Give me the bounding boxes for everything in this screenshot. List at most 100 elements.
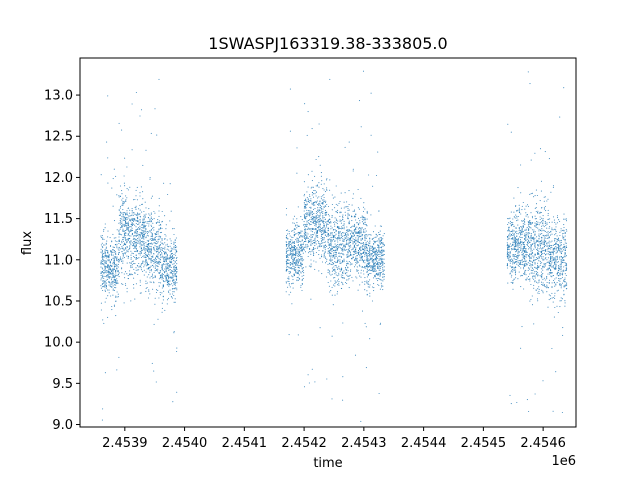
data-point	[368, 263, 371, 265]
data-point	[289, 130, 291, 132]
data-point	[520, 262, 522, 264]
data-point	[150, 216, 152, 218]
data-point	[133, 199, 135, 201]
data-point	[165, 224, 167, 226]
data-point	[542, 250, 544, 252]
data-point	[522, 248, 524, 250]
data-point	[150, 256, 152, 258]
data-point	[133, 237, 135, 239]
data-point	[157, 246, 159, 248]
data-point	[318, 216, 320, 219]
data-point	[545, 254, 547, 256]
data-point	[535, 223, 537, 225]
data-point	[154, 276, 156, 278]
data-point	[512, 255, 514, 257]
data-point	[113, 268, 116, 270]
data-point	[523, 264, 526, 266]
data-point	[309, 239, 311, 241]
data-point	[357, 240, 359, 242]
data-point	[362, 252, 365, 255]
data-point	[363, 217, 365, 219]
data-point	[100, 277, 102, 279]
data-point	[382, 260, 384, 262]
data-point	[342, 274, 344, 276]
data-point	[337, 245, 339, 248]
data-point	[123, 248, 125, 250]
data-point	[512, 271, 514, 273]
data-point	[135, 245, 137, 247]
data-point	[161, 243, 163, 245]
data-point	[140, 245, 142, 247]
data-point	[139, 215, 141, 217]
data-point	[510, 247, 513, 250]
data-point	[297, 276, 299, 278]
data-point	[103, 244, 105, 246]
data-point	[130, 243, 132, 245]
data-point	[513, 261, 515, 263]
data-point	[174, 283, 176, 285]
data-point	[353, 239, 355, 241]
data-point	[542, 243, 544, 245]
data-point	[150, 197, 152, 199]
data-point	[296, 258, 298, 260]
data-point	[356, 232, 358, 234]
data-point	[173, 288, 175, 290]
data-point	[543, 241, 545, 243]
data-point	[106, 141, 108, 143]
data-point	[339, 244, 341, 246]
data-point	[145, 207, 147, 209]
data-point	[372, 251, 374, 254]
data-point	[512, 248, 514, 250]
data-point	[516, 249, 518, 251]
data-point	[142, 191, 144, 193]
data-point	[107, 250, 109, 252]
data-point	[124, 242, 126, 244]
data-point	[352, 251, 354, 253]
data-point	[330, 290, 332, 292]
data-point	[162, 285, 164, 287]
data-point	[340, 281, 343, 283]
data-point	[370, 134, 372, 136]
data-point	[168, 285, 170, 287]
data-point	[354, 240, 356, 242]
data-point	[544, 263, 547, 265]
data-point	[122, 236, 124, 238]
data-point	[334, 273, 336, 275]
data-point	[294, 262, 296, 264]
data-point	[160, 261, 162, 263]
data-point	[534, 244, 536, 246]
data-point	[338, 274, 340, 276]
data-point	[522, 244, 525, 246]
data-point	[309, 206, 311, 208]
data-point	[131, 274, 133, 276]
data-point	[518, 204, 520, 206]
data-point	[547, 233, 549, 235]
data-point	[142, 260, 144, 262]
data-point	[287, 269, 289, 271]
data-point	[151, 234, 154, 236]
data-point	[295, 261, 297, 263]
data-point	[295, 248, 297, 250]
data-point	[316, 200, 318, 202]
data-point	[364, 228, 366, 230]
data-point	[371, 261, 373, 263]
data-point	[518, 230, 520, 232]
data-point	[111, 252, 113, 254]
data-point	[335, 246, 337, 248]
data-point	[101, 260, 103, 262]
data-point	[153, 323, 155, 325]
data-point	[176, 289, 178, 291]
data-point	[335, 261, 337, 264]
data-point	[373, 243, 375, 245]
data-point	[142, 227, 144, 229]
data-point	[326, 187, 328, 189]
data-point	[171, 252, 174, 254]
data-point	[360, 272, 362, 274]
data-point	[119, 228, 121, 230]
data-point	[295, 250, 297, 252]
data-point	[524, 229, 526, 231]
data-point	[330, 245, 332, 247]
data-point	[103, 273, 105, 275]
data-point	[304, 213, 306, 215]
data-point	[380, 250, 383, 252]
